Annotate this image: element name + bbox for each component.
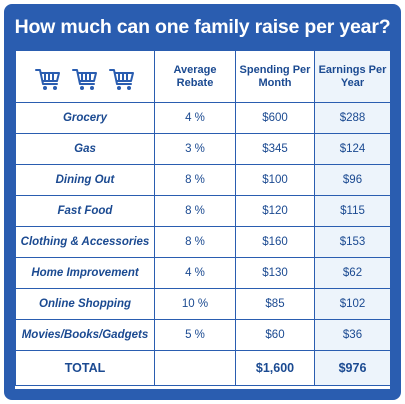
row-category: Grocery xyxy=(15,102,155,134)
row-category: Dining Out xyxy=(15,164,155,196)
rebate-table: Average Rebate Spending Per Month Earnin… xyxy=(15,50,391,386)
row-category: Movies/Books/Gadgets xyxy=(15,319,155,351)
header-earnings: Earnings Per Year xyxy=(314,50,391,103)
shopping-cart-icon xyxy=(34,68,60,90)
row-spending: $60 xyxy=(235,319,315,351)
total-label: TOTAL xyxy=(15,350,155,386)
page-title: How much can one family raise per year? xyxy=(14,15,391,38)
shopping-cart-icon xyxy=(72,68,97,90)
table-row: Dining Out 8 % $100 $96 xyxy=(15,164,391,196)
row-category: Fast Food xyxy=(15,195,155,227)
row-category: Gas xyxy=(15,133,155,165)
table-row: Fast Food 8 % $120 $115 xyxy=(15,195,391,227)
row-rebate: 8 % xyxy=(154,195,236,227)
table-row: Home Improvement 4 % $130 $62 xyxy=(15,257,391,289)
row-earnings: $96 xyxy=(314,164,391,196)
header-row: Average Rebate Spending Per Month Earnin… xyxy=(15,50,391,103)
row-rebate: 4 % xyxy=(154,257,236,289)
total-row: TOTAL $1,600 $976 xyxy=(15,350,391,386)
row-earnings: $102 xyxy=(314,288,391,320)
total-earnings: $976 xyxy=(314,350,391,386)
row-rebate: 3 % xyxy=(154,133,236,165)
header-spending: Spending Per Month xyxy=(235,50,315,103)
header-rebate: Average Rebate xyxy=(154,50,236,103)
row-spending: $130 xyxy=(235,257,315,289)
row-spending: $100 xyxy=(235,164,315,196)
row-rebate: 4 % xyxy=(154,102,236,134)
header-icons xyxy=(15,50,155,103)
table-row: Grocery 4 % $600 $288 xyxy=(15,102,391,134)
row-earnings: $62 xyxy=(314,257,391,289)
table-row: Movies/Books/Gadgets 5 % $60 $36 xyxy=(15,319,391,351)
shopping-cart-icon xyxy=(109,68,135,90)
table-row: Clothing & Accessories 8 % $160 $153 xyxy=(15,226,391,258)
row-earnings: $124 xyxy=(314,133,391,165)
row-rebate: 5 % xyxy=(154,319,236,351)
row-spending: $345 xyxy=(235,133,315,165)
row-spending: $120 xyxy=(235,195,315,227)
row-category: Online Shopping xyxy=(15,288,155,320)
row-category: Home Improvement xyxy=(15,257,155,289)
total-rebate-empty xyxy=(154,350,236,386)
row-spending: $85 xyxy=(235,288,315,320)
row-rebate: 8 % xyxy=(154,164,236,196)
row-rebate: 10 % xyxy=(154,288,236,320)
row-earnings: $288 xyxy=(314,102,391,134)
row-earnings: $153 xyxy=(314,226,391,258)
row-rebate: 8 % xyxy=(154,226,236,258)
row-earnings: $36 xyxy=(314,319,391,351)
table-row: Gas 3 % $345 $124 xyxy=(15,133,391,165)
row-spending: $160 xyxy=(235,226,315,258)
total-spending: $1,600 xyxy=(235,350,315,386)
row-earnings: $115 xyxy=(314,195,391,227)
row-spending: $600 xyxy=(235,102,315,134)
table-row: Online Shopping 10 % $85 $102 xyxy=(15,288,391,320)
row-category: Clothing & Accessories xyxy=(15,226,155,258)
